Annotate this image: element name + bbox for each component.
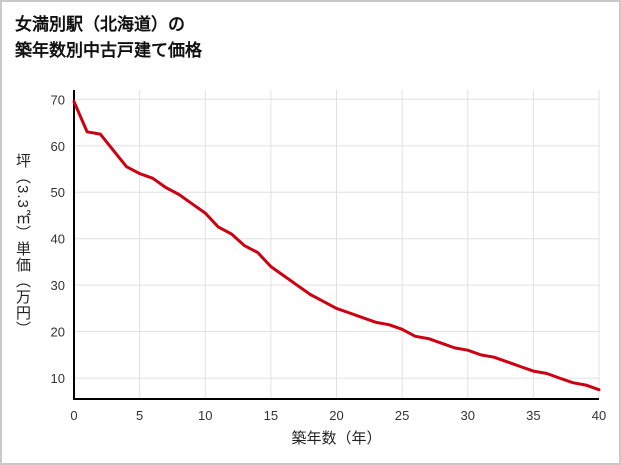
y-tick-label: 40 [51, 232, 65, 247]
x-tick-label: 25 [395, 408, 409, 423]
y-tick-label: 70 [51, 92, 65, 107]
x-tick-label: 40 [592, 408, 606, 423]
y-tick-label: 10 [51, 371, 65, 386]
y-tick-label: 60 [51, 139, 65, 154]
chart-title-line1: 女満別駅（北海道）の [15, 15, 185, 34]
y-tick-label: 20 [51, 325, 65, 340]
x-tick-label: 10 [198, 408, 212, 423]
x-tick-label: 35 [526, 408, 540, 423]
y-tick-label: 30 [51, 278, 65, 293]
x-tick-label: 30 [461, 408, 475, 423]
x-tick-label: 5 [136, 408, 143, 423]
x-axis-label: 築年数（年） [291, 429, 381, 447]
y-tick-label: 50 [51, 185, 65, 200]
price-line-series [72, 100, 601, 392]
x-tick-label: 15 [264, 408, 278, 423]
chart-title-line2: 築年数別中古戸建て価格 [15, 40, 202, 60]
y-axis-label: 坪（3.3㎡）単価（万円） [14, 152, 31, 337]
x-tick-label: 20 [329, 408, 343, 423]
x-tick-label: 0 [70, 408, 77, 423]
chart-title: 女満別駅（北海道）の 築年数別中古戸建て価格 [15, 12, 202, 63]
